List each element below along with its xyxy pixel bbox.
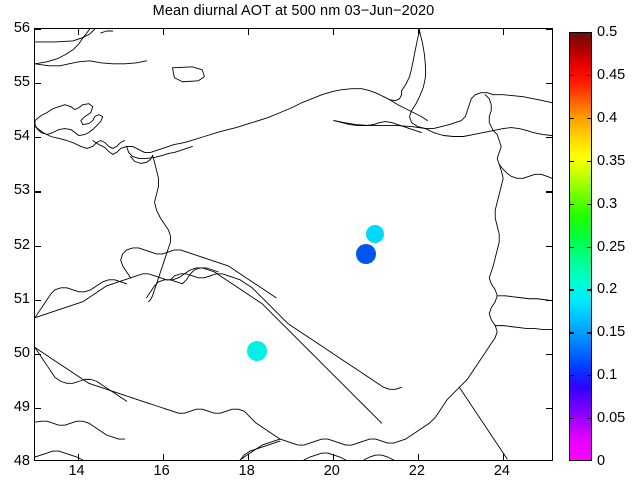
- y-tick-label-54: 54: [13, 128, 30, 145]
- colorbar-tick-left-0.3: [569, 203, 574, 205]
- x-tick-18: [247, 454, 249, 460]
- x-tick-label-18: 18: [238, 463, 255, 479]
- y-tick-label-51: 51: [13, 290, 30, 307]
- colorbar-label-0.35: 0.35: [597, 152, 626, 169]
- colorbar-label-0.1: 0.1: [597, 367, 618, 384]
- x-tick-top-20: [332, 29, 334, 35]
- colorbar-label-0.2: 0.2: [597, 281, 618, 298]
- colorbar-label-0.15: 0.15: [597, 324, 626, 341]
- colorbar-tick-left-0.05: [569, 418, 574, 420]
- colorbar-tick-left-0.4: [569, 117, 574, 120]
- y-tick-right-50: [546, 353, 552, 355]
- colorbar-label-0.5: 0.5: [597, 24, 618, 40]
- data-point-station-central-lower[interactable]: [355, 244, 376, 265]
- y-tick-51: [35, 299, 41, 301]
- x-tick-top-16: [162, 29, 164, 35]
- map-plot-area[interactable]: [34, 28, 553, 461]
- y-tick-label-55: 55: [13, 74, 30, 91]
- y-tick-right-53: [546, 191, 552, 193]
- y-tick-label-50: 50: [13, 344, 30, 361]
- y-tick-right-49: [546, 407, 552, 410]
- country-borders-map: [35, 29, 552, 460]
- colorbar-tick-left-0.1: [569, 375, 574, 377]
- y-tick-right-54: [546, 137, 552, 139]
- colorbar-tick-0.05: [587, 418, 592, 420]
- x-tick-16: [162, 454, 164, 460]
- y-tick-52: [35, 245, 41, 247]
- data-point-station-central-upper[interactable]: [366, 225, 385, 244]
- x-tick-label-20: 20: [323, 463, 340, 479]
- x-tick-top-14: [77, 29, 79, 35]
- y-tick-55: [35, 83, 41, 85]
- y-tick-54: [35, 137, 41, 139]
- x-tick-20: [332, 454, 334, 460]
- colorbar-tick-left-0.25: [569, 246, 574, 248]
- colorbar-label-0.25: 0.25: [597, 238, 626, 255]
- x-tick-label-16: 16: [153, 463, 170, 479]
- y-tick-49: [35, 407, 41, 410]
- y-tick-right-51: [546, 299, 552, 301]
- y-tick-53: [35, 191, 41, 193]
- data-point-station-south-west[interactable]: [247, 340, 268, 361]
- x-tick-top-24: [502, 29, 505, 35]
- x-tick-label-24: 24: [493, 463, 511, 479]
- x-tick-22: [417, 454, 420, 460]
- y-tick-right-55: [546, 83, 552, 85]
- x-tick-14: [77, 454, 79, 460]
- colorbar[interactable]: [569, 32, 592, 461]
- y-tick-56: [35, 29, 41, 31]
- x-tick-label-22: 22: [408, 463, 425, 479]
- y-tick-label-56: 56: [13, 20, 30, 36]
- y-tick-label-49: 49: [13, 398, 30, 415]
- colorbar-tick-left-0.15: [569, 332, 574, 334]
- y-tick-label-52: 52: [13, 236, 30, 253]
- colorbar-tick-0.3: [587, 203, 592, 205]
- colorbar-tick-0.15: [587, 332, 592, 334]
- colorbar-label-0.3: 0.3: [597, 195, 618, 212]
- colorbar-tick-left-0.35: [569, 160, 574, 162]
- colorbar-tick-left-0.45: [569, 74, 574, 77]
- y-tick-50: [35, 353, 41, 355]
- x-tick-24: [502, 454, 505, 460]
- colorbar-label-0: 0: [597, 453, 606, 469]
- colorbar-tick-0.45: [587, 74, 592, 77]
- page-title: Mean diurnal AOT at 500 nm 03−Jun−2020: [152, 3, 435, 19]
- x-tick-label-14: 14: [68, 463, 85, 479]
- y-tick-right-52: [546, 245, 552, 247]
- y-tick-label-53: 53: [13, 182, 30, 199]
- colorbar-tick-0.2: [587, 289, 592, 291]
- colorbar-label-0.4: 0.4: [597, 109, 618, 126]
- colorbar-tick-0.35: [587, 160, 592, 162]
- colorbar-tick-0.1: [587, 375, 592, 377]
- y-tick-label-48: 48: [13, 453, 30, 469]
- colorbar-tick-left-0.2: [569, 289, 574, 291]
- colorbar-label-0.05: 0.05: [597, 410, 626, 427]
- y-tick-right-56: [546, 29, 552, 31]
- x-tick-top-18: [247, 29, 249, 35]
- colorbar-label-0.45: 0.45: [597, 66, 626, 83]
- colorbar-tick-0.25: [587, 246, 592, 248]
- colorbar-tick-0.4: [587, 117, 592, 120]
- x-tick-top-22: [417, 29, 420, 35]
